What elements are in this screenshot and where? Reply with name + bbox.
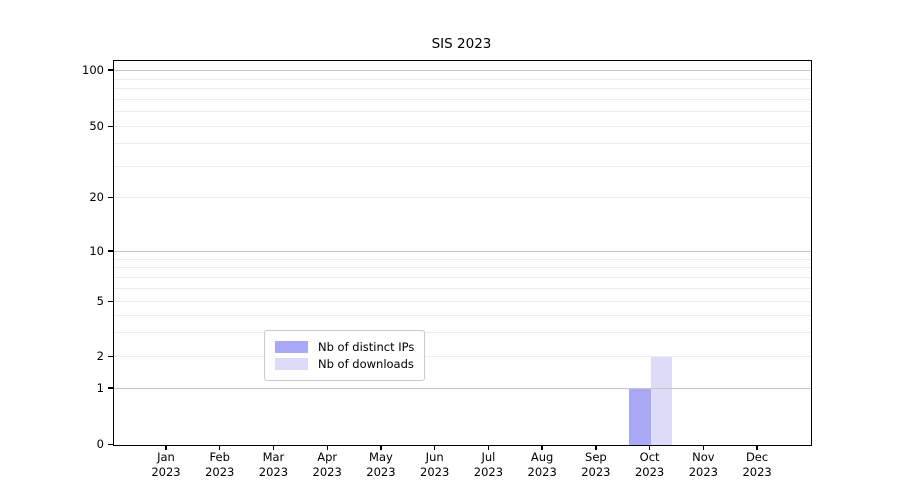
y-tick-label: 50: [89, 119, 104, 134]
gridline-y-100: [114, 69, 811, 71]
gridline-y-9: [114, 258, 811, 260]
x-tick-month: Jul: [481, 450, 496, 464]
x-tick-label: Jul 2023: [460, 450, 516, 479]
x-tick-mark: [165, 445, 167, 450]
y-tick-mark: [108, 125, 113, 127]
legend-label: Nb of downloads: [318, 357, 414, 371]
gridline-y-8: [114, 267, 811, 269]
gridline-y-3: [114, 331, 811, 333]
gridline-y-20: [114, 197, 811, 199]
x-tick-label: May 2023: [353, 450, 409, 479]
x-tick-label: Jan 2023: [138, 450, 194, 479]
x-tick-label: Oct 2023: [622, 450, 678, 479]
gridline-y-30: [114, 165, 811, 167]
plot-area: [113, 60, 812, 446]
x-tick-year: 2023: [312, 464, 342, 479]
gridline-y-80: [114, 88, 811, 90]
x-tick-mark: [434, 445, 436, 450]
gridline-y-90: [114, 78, 811, 80]
y-tick-mark: [108, 250, 113, 252]
y-tick-mark: [108, 387, 113, 389]
x-tick-label: Dec 2023: [729, 450, 785, 479]
x-tick-month: Nov: [692, 450, 715, 464]
y-tick-mark: [108, 300, 113, 302]
gridline-y-50: [114, 126, 811, 128]
y-tick-mark: [108, 443, 113, 445]
gridline-y-1: [114, 387, 811, 389]
chart-title: SIS 2023: [431, 36, 492, 52]
x-tick-month: Dec: [745, 450, 769, 464]
x-tick-mark: [326, 445, 328, 450]
x-tick-year: 2023: [688, 464, 718, 479]
legend: Nb of distinct IPs Nb of downloads: [264, 330, 426, 381]
gridline-y-40: [114, 143, 811, 145]
y-tick-label: 0: [96, 437, 104, 451]
x-tick-year: 2023: [581, 464, 611, 479]
x-tick-year: 2023: [473, 464, 504, 479]
y-tick-label: 1: [96, 380, 104, 395]
y-tick-label: 100: [82, 62, 104, 77]
x-tick-year: 2023: [151, 464, 181, 479]
x-tick-year: 2023: [420, 464, 450, 479]
x-tick-month: May: [369, 450, 393, 464]
x-tick-label: Sep 2023: [568, 450, 624, 479]
gridline-y-70: [114, 98, 811, 100]
x-tick-month: Jan: [157, 450, 175, 464]
x-tick-mark: [487, 445, 490, 450]
legend-entry: Nb of distinct IPs: [275, 340, 414, 354]
gridline-y-6: [114, 287, 811, 289]
x-tick-year: 2023: [634, 464, 665, 479]
x-tick-mark: [380, 445, 382, 450]
x-tick-year: 2023: [527, 464, 557, 479]
y-tick-label: 10: [89, 243, 104, 258]
y-tick-mark: [108, 355, 113, 357]
x-tick-mark: [595, 445, 597, 450]
x-tick-month: Apr: [317, 450, 338, 464]
x-tick-mark: [702, 445, 704, 450]
y-tick-mark: [108, 196, 113, 198]
x-tick-label: Aug 2023: [514, 450, 570, 479]
gridline-y-10: [114, 250, 811, 252]
x-tick-label: Jun 2023: [407, 450, 463, 479]
x-tick-month: Aug: [530, 450, 554, 464]
x-tick-month: Jun: [425, 450, 444, 464]
x-tick-month: Oct: [639, 450, 660, 464]
gridline-y-2: [114, 356, 811, 358]
gridline-y-60: [114, 111, 811, 113]
legend-swatch: [275, 340, 308, 354]
x-tick-month: Sep: [585, 450, 607, 464]
y-tick-label: 5: [96, 294, 104, 309]
legend-entry: Nb of downloads: [275, 357, 414, 371]
x-tick-year: 2023: [366, 464, 396, 479]
x-tick-year: 2023: [742, 464, 772, 479]
x-tick-label: Apr 2023: [299, 450, 355, 479]
x-tick-year: 2023: [205, 464, 235, 479]
y-tick-label: 20: [89, 190, 104, 205]
x-tick-label: Nov 2023: [675, 450, 731, 479]
x-tick-mark: [756, 445, 758, 450]
x-tick-label: Mar 2023: [245, 450, 301, 479]
gridline-y-7: [114, 276, 811, 278]
gridline-y-4: [114, 314, 811, 316]
x-tick-month: Mar: [262, 450, 285, 464]
bar-downloads: [650, 357, 673, 445]
x-tick-mark: [541, 445, 543, 450]
x-tick-month: Feb: [209, 450, 230, 464]
bar-distinct-ips: [629, 388, 651, 445]
legend-label: Nb of distinct IPs: [318, 340, 415, 354]
x-tick-label: Feb 2023: [192, 450, 248, 479]
x-tick-mark: [648, 445, 651, 450]
x-tick-mark: [219, 445, 221, 450]
gridline-y-5: [114, 301, 811, 303]
y-tick-mark: [108, 69, 113, 71]
legend-swatch: [275, 357, 308, 371]
x-tick-mark: [272, 445, 275, 450]
x-tick-year: 2023: [258, 464, 289, 479]
y-tick-label: 2: [96, 349, 104, 364]
